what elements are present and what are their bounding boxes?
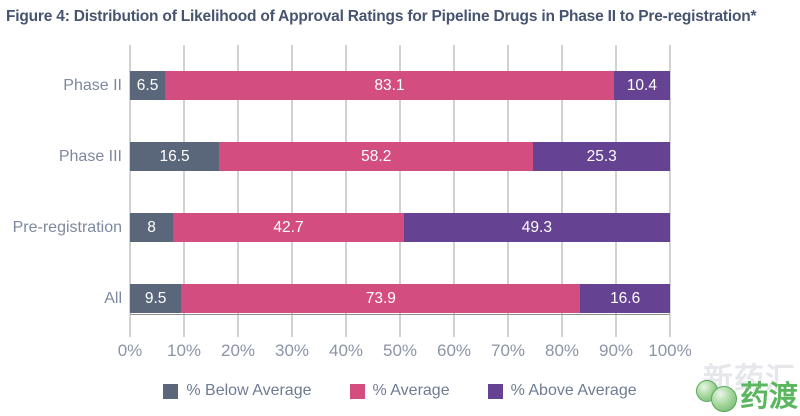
x-tick-label: 70% [490, 341, 526, 360]
x-tick-label: 30% [274, 341, 310, 360]
bar-value-label: 9.5 [144, 289, 167, 307]
axis-tick [561, 315, 563, 337]
bar-value-label: 16.6 [610, 289, 641, 307]
bar-segment: 16.6 [580, 284, 670, 313]
x-tick-label: 100% [648, 341, 692, 360]
axis-tick [345, 315, 347, 337]
bar-segment: 10.4 [613, 71, 670, 100]
legend-label: % Below Average [186, 382, 312, 399]
bar-row: 16.5 58.2 25.3 [130, 142, 670, 171]
bar-value-label: 83.1 [374, 76, 405, 94]
x-tick-label: 60% [436, 341, 472, 360]
bar-row: 8 42.7 49.3 [130, 213, 670, 242]
gridline [669, 45, 671, 314]
bar-value-label: 25.3 [586, 147, 617, 165]
bar-segment: 49.3 [403, 213, 670, 242]
bar-segment: 58.2 [219, 142, 534, 171]
x-tick-label: 20% [220, 341, 256, 360]
bar-value-label: 10.4 [626, 76, 657, 94]
axis-tick [237, 315, 239, 337]
bar-segment: 16.5 [130, 142, 220, 171]
x-tick-label: 80% [544, 341, 580, 360]
x-tick-label: 40% [328, 341, 364, 360]
bar-segment: 9.5 [130, 284, 182, 313]
brand-name: 药渡 [739, 381, 798, 413]
category-label: Pre-registration [12, 218, 122, 236]
axis-tick [615, 315, 617, 337]
legend-swatch-icon [163, 383, 179, 399]
bar-segment: 83.1 [165, 71, 614, 100]
bar-segment: 8 [130, 213, 174, 242]
category-label: Phase III [58, 147, 122, 165]
x-tick-label: 10% [166, 341, 202, 360]
category-label: Phase II [63, 76, 122, 94]
bar-segment: 6.5 [130, 71, 166, 100]
legend-swatch-icon [487, 383, 503, 399]
bar-value-label: 73.9 [365, 289, 396, 307]
axis-tick [399, 315, 401, 337]
x-tick-label: 50% [382, 341, 418, 360]
bar-value-label: 58.2 [361, 147, 392, 165]
legend-label: % Above Average [510, 382, 637, 399]
x-tick-label: 90% [598, 341, 634, 360]
category-label: All [104, 289, 122, 307]
bar-value-label: 6.5 [136, 76, 159, 94]
legend-swatch-icon [349, 383, 365, 399]
legend: % Below Average % Average % Above Average [130, 382, 670, 400]
axis-tick [129, 315, 131, 337]
bar-row: 9.5 73.9 16.6 [130, 284, 670, 313]
axis-tick [453, 315, 455, 337]
bar-value-label: 16.5 [159, 147, 190, 165]
axis-tick [183, 315, 185, 337]
legend-item: % Below Average [163, 382, 312, 400]
gridline [561, 45, 563, 314]
gridline [291, 45, 293, 314]
brand-logo: 药渡 [695, 380, 798, 413]
bar-value-label: 49.3 [521, 218, 552, 236]
brand-mascot-icon [710, 386, 737, 412]
gridline [453, 45, 455, 314]
gridline [615, 45, 617, 314]
axis-tick [507, 315, 509, 337]
legend-item: % Average [349, 382, 450, 400]
legend-item: % Above Average [487, 382, 637, 400]
gridline [237, 45, 239, 314]
axis-tick [669, 315, 671, 337]
bar-value-label: 8 [147, 218, 156, 236]
legend-label: % Average [372, 382, 450, 399]
watermark-logo: 新药汇 药渡 [680, 352, 800, 414]
plot-area: 6.5 83.1 10.4 16.5 58.2 25.3 8 42.7 49.3 9.5 73.9 1… [118, 45, 692, 360]
bar-row: 6.5 83.1 10.4 [130, 71, 670, 100]
bar-segment: 25.3 [533, 142, 670, 171]
figure-title: Figure 4: Distribution of Likelihood of … [6, 8, 757, 25]
gridline [183, 45, 185, 314]
bar-value-label: 42.7 [273, 218, 304, 236]
bar-segment: 73.9 [181, 284, 581, 313]
axis-tick [291, 315, 293, 337]
gridline [129, 45, 131, 314]
x-tick-label: 0% [117, 341, 143, 360]
gridline [507, 45, 509, 314]
bar-segment: 42.7 [173, 213, 404, 242]
gridline [345, 45, 347, 314]
gridline [399, 45, 401, 314]
